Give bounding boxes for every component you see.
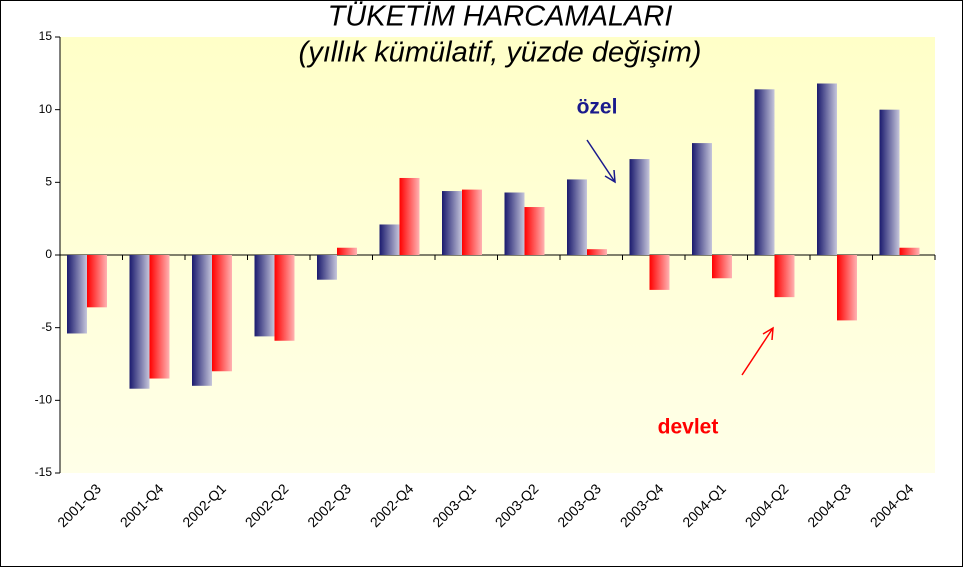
bar xyxy=(192,255,212,386)
chart-subtitle: (yıllık kümülatif, yüzde değişim) xyxy=(299,37,702,69)
arrow xyxy=(741,327,774,376)
bar xyxy=(899,247,920,255)
bar xyxy=(317,255,337,280)
bar xyxy=(462,189,482,255)
bar xyxy=(274,255,295,341)
bar xyxy=(817,83,837,255)
y-tick-label: 5 xyxy=(45,175,52,189)
y-tick-label: 10 xyxy=(39,102,53,116)
y-tick-label: 0 xyxy=(45,247,52,261)
bar xyxy=(712,255,732,279)
bar xyxy=(692,143,712,255)
bar xyxy=(504,192,525,255)
chart-title: TÜKETİM HARCAMALARI xyxy=(328,1,673,33)
bar xyxy=(879,109,900,256)
bar xyxy=(67,255,87,334)
bar xyxy=(129,255,150,389)
y-tick-label: -5 xyxy=(41,320,52,334)
arrowhead xyxy=(604,169,616,184)
bar xyxy=(524,207,545,255)
bar xyxy=(442,191,462,255)
annotation: devlet xyxy=(658,416,719,439)
bar xyxy=(254,255,275,337)
bar xyxy=(149,255,170,379)
bar xyxy=(649,255,670,290)
arrow xyxy=(586,139,616,183)
y-tick-label: 15 xyxy=(39,29,53,43)
bar xyxy=(837,255,857,321)
bar xyxy=(567,179,587,255)
bar xyxy=(337,247,357,255)
y-tick-label: -10 xyxy=(35,393,53,407)
bar xyxy=(212,255,232,372)
bar xyxy=(399,177,420,255)
bar xyxy=(629,159,650,255)
bar xyxy=(87,255,107,308)
annotation: özel xyxy=(577,96,618,119)
bar xyxy=(754,89,775,255)
bar xyxy=(774,255,795,298)
bar xyxy=(587,249,607,255)
arrowhead xyxy=(762,326,774,341)
y-tick-label: -15 xyxy=(35,465,53,479)
bar xyxy=(379,224,400,255)
